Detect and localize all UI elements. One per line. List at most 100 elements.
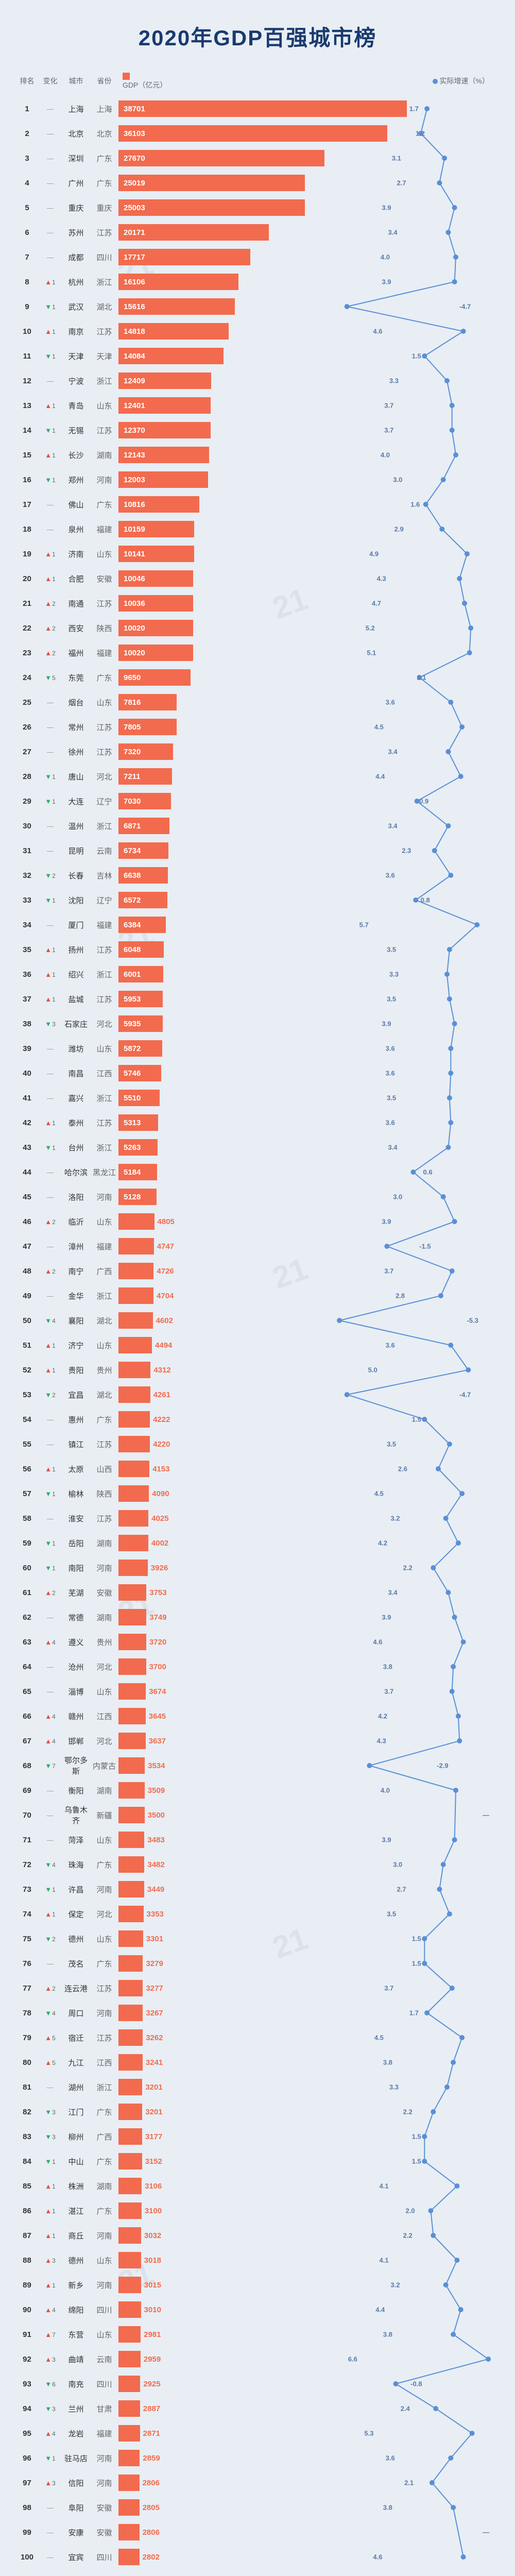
province-name: 四川 — [90, 2552, 118, 2563]
city-name: 济宁 — [62, 1340, 90, 1351]
province-name: 广东 — [90, 153, 118, 164]
city-name: 太原 — [62, 1464, 90, 1475]
change-indicator: — — [39, 1614, 62, 1621]
gdp-value: 4153 — [152, 1465, 169, 1473]
table-row: 71 — 菏泽 山东 3483 3.9 — [15, 1827, 500, 1852]
table-row: 30 — 温州 浙江 6871 3.4 — [15, 814, 500, 838]
rank-value: 73 — [15, 1885, 39, 1894]
city-name: 德州 — [62, 2255, 90, 2266]
rank-value: 65 — [15, 1687, 39, 1696]
gdp-bar: 6001 — [118, 966, 163, 982]
change-indicator: — — [39, 1688, 62, 1696]
bar-area: 3749 3.9 — [118, 1605, 500, 1630]
rank-value: 31 — [15, 846, 39, 855]
rank-value: 83 — [15, 2132, 39, 2141]
gdp-bar: 3483 — [118, 1832, 144, 1848]
province-name: 陕西 — [90, 623, 118, 634]
bar-area: 3720 4.6 — [118, 1630, 500, 1654]
bar-area: 5746 3.6 — [118, 1061, 500, 1086]
gdp-bar: 3279 — [118, 1955, 143, 1972]
table-row: 8 ▲1 杭州 浙江 16106 3.9 — [15, 269, 500, 294]
gdp-value: 5128 — [124, 1193, 141, 1201]
gdp-bar: 3267 — [118, 2005, 143, 2021]
province-name: 江苏 — [90, 598, 118, 609]
bar-area: 3010 4.4 — [118, 2297, 500, 2322]
chart-title: 2020年GDP百强城市榜 — [15, 21, 500, 52]
city-name: 徐州 — [62, 747, 90, 757]
table-row: 12 — 宁波 浙江 12409 3.3 — [15, 368, 500, 393]
table-row: 94 ▼3 兰州 甘肃 2887 2.4 — [15, 2396, 500, 2421]
change-indicator: — — [39, 1045, 62, 1053]
gdp-bar: 3201 — [118, 2104, 142, 2120]
gdp-bar: 6572 — [118, 892, 167, 908]
change-indicator: — — [39, 526, 62, 533]
province-name: 河北 — [90, 1909, 118, 1920]
change-indicator: — — [39, 822, 62, 830]
rank-value: 6 — [15, 228, 39, 237]
rank-value: 76 — [15, 1959, 39, 1968]
rank-value: 5 — [15, 204, 39, 212]
province-name: 浙江 — [90, 1142, 118, 1153]
bar-area: 3177 1.5 — [118, 2124, 500, 2149]
gdp-bar: 4002 — [118, 1535, 148, 1551]
province-name: 湖北 — [90, 1315, 118, 1326]
city-name: 龙岩 — [62, 2428, 90, 2439]
bar-area: 5263 3.4 — [118, 1135, 500, 1160]
gdp-value: 3241 — [146, 2058, 163, 2067]
bar-area: 10159 2.9 — [118, 517, 500, 541]
bar-area: 3700 3.8 — [118, 1654, 500, 1679]
gdp-bar: 3645 — [118, 1708, 146, 1724]
table-row: 82 ▼3 江门 广东 3201 2.2 — [15, 2099, 500, 2124]
bar-area: 2805 3.8 — [118, 2495, 500, 2520]
bar-area: 38701 1.7 — [118, 96, 500, 121]
change-indicator: ▲3 — [39, 2257, 62, 2264]
rank-value: 11 — [15, 352, 39, 361]
gdp-value: 17717 — [124, 253, 145, 262]
gdp-value: 5510 — [124, 1094, 141, 1103]
change-indicator: ▲1 — [39, 1465, 62, 1473]
gdp-value: 5313 — [124, 1118, 141, 1127]
column-headers: 排名 变化 城市 省份 GDP（亿元） 实际增速（%） — [15, 67, 500, 94]
gdp-value: 3509 — [148, 1786, 165, 1795]
gdp-value: 4220 — [153, 1440, 170, 1449]
city-name: 南宁 — [62, 1266, 90, 1277]
gdp-bar: 2802 — [118, 2549, 140, 2565]
gdp-value: 7030 — [124, 797, 141, 806]
change-indicator: — — [39, 1416, 62, 1423]
change-indicator: ▲3 — [39, 2355, 62, 2363]
gdp-value: 7805 — [124, 723, 141, 732]
province-name: 江苏 — [90, 1513, 118, 1524]
gdp-value: 3032 — [144, 2231, 161, 2240]
gdp-value: 6734 — [124, 846, 141, 855]
change-indicator: ▼2 — [39, 1935, 62, 1943]
table-row: 95 ▲4 龙岩 福建 2871 5.3 — [15, 2421, 500, 2446]
province-name: 贵州 — [90, 1637, 118, 1648]
province-name: 广东 — [90, 672, 118, 683]
city-name: 合肥 — [62, 573, 90, 584]
gdp-bar: 5953 — [118, 991, 163, 1007]
gdp-value: 4222 — [153, 1415, 170, 1424]
rank-value: 21 — [15, 599, 39, 608]
table-row: 26 — 常州 江苏 7805 4.5 — [15, 715, 500, 739]
bar-area: 14084 1.5 — [118, 344, 500, 368]
table-row: 92 ▲3 曲靖 云南 2959 6.6 — [15, 2347, 500, 2371]
city-name: 潍坊 — [62, 1043, 90, 1054]
gdp-bar: 2981 — [118, 2326, 141, 2343]
table-row: 79 ▲5 宿迁 江苏 3262 4.5 — [15, 2025, 500, 2050]
gdp-value: 3201 — [145, 2108, 162, 2116]
bar-area: 3279 1.5 — [118, 1951, 500, 1976]
col-growth: 实际增速（%） — [175, 76, 500, 86]
bar-area: 5510 3.5 — [118, 1086, 500, 1110]
bar-area: 20171 3.4 — [118, 220, 500, 245]
gdp-bar: 3301 — [118, 1930, 143, 1947]
gdp-value: 10046 — [124, 574, 145, 583]
rank-value: 22 — [15, 624, 39, 633]
rank-value: 44 — [15, 1168, 39, 1177]
gdp-value: 27670 — [124, 154, 145, 163]
rank-value: 98 — [15, 2503, 39, 2512]
change-indicator: ▼1 — [39, 1564, 62, 1572]
gdp-bar: 3106 — [118, 2178, 142, 2194]
change-indicator: — — [39, 699, 62, 706]
city-name: 绍兴 — [62, 969, 90, 980]
city-name: 武汉 — [62, 301, 90, 312]
